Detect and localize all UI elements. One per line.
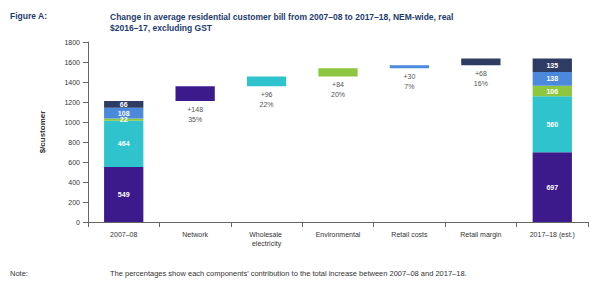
svg-text:Note:: Note: bbox=[10, 269, 28, 278]
svg-text:549: 549 bbox=[118, 191, 130, 198]
svg-text:Retail margin: Retail margin bbox=[460, 231, 501, 239]
svg-text:600: 600 bbox=[68, 159, 80, 166]
svg-text:$2016–17, excluding GST: $2016–17, excluding GST bbox=[110, 23, 213, 33]
svg-text:+84: +84 bbox=[332, 81, 344, 88]
svg-text:135: 135 bbox=[546, 62, 558, 69]
svg-text:16%: 16% bbox=[474, 80, 488, 87]
svg-text:108: 108 bbox=[118, 110, 130, 117]
svg-text:Network: Network bbox=[182, 231, 208, 238]
svg-text:200: 200 bbox=[68, 199, 80, 206]
svg-text:1000: 1000 bbox=[64, 119, 80, 126]
svg-text:2007–08: 2007–08 bbox=[110, 231, 137, 238]
svg-text:1200: 1200 bbox=[64, 99, 80, 106]
svg-text:7%: 7% bbox=[404, 83, 414, 90]
svg-text:35%: 35% bbox=[188, 116, 202, 123]
svg-text:1400: 1400 bbox=[64, 79, 80, 86]
svg-text:Change in average residential: Change in average residential customer b… bbox=[110, 12, 456, 22]
svg-text:1800: 1800 bbox=[64, 39, 80, 46]
svg-text:22: 22 bbox=[120, 116, 128, 123]
svg-text:2017–18 (est.): 2017–18 (est.) bbox=[530, 231, 575, 239]
svg-text:400: 400 bbox=[68, 179, 80, 186]
svg-text:1600: 1600 bbox=[64, 59, 80, 66]
svg-text:Figure A:: Figure A: bbox=[10, 11, 47, 21]
svg-text:Retail costs: Retail costs bbox=[391, 231, 428, 238]
svg-text:1210: 1210 bbox=[116, 90, 132, 97]
svg-text:+68: +68 bbox=[475, 70, 487, 77]
svg-text:20%: 20% bbox=[331, 91, 345, 98]
svg-text:Wholesale: Wholesale bbox=[249, 231, 284, 238]
svg-text:106: 106 bbox=[546, 88, 558, 95]
svg-text:+96: +96 bbox=[261, 91, 273, 98]
svg-text:electricity: electricity bbox=[252, 240, 282, 248]
svg-text:The percentages show each comp: The percentages show each components' co… bbox=[110, 269, 467, 278]
svg-text:0: 0 bbox=[76, 219, 80, 226]
svg-text:1636: 1636 bbox=[544, 47, 560, 54]
svg-text:+30: +30 bbox=[403, 73, 415, 80]
svg-text:138: 138 bbox=[546, 75, 558, 82]
svg-text:697: 697 bbox=[546, 184, 558, 191]
svg-text:66: 66 bbox=[120, 101, 128, 108]
svg-text:22%: 22% bbox=[260, 101, 274, 108]
svg-text:560: 560 bbox=[546, 121, 558, 128]
svg-text:$/customer: $/customer bbox=[38, 111, 47, 154]
svg-text:464: 464 bbox=[118, 140, 130, 147]
svg-text:+148: +148 bbox=[187, 106, 203, 113]
svg-text:Environmental: Environmental bbox=[316, 231, 361, 238]
svg-text:800: 800 bbox=[68, 139, 80, 146]
